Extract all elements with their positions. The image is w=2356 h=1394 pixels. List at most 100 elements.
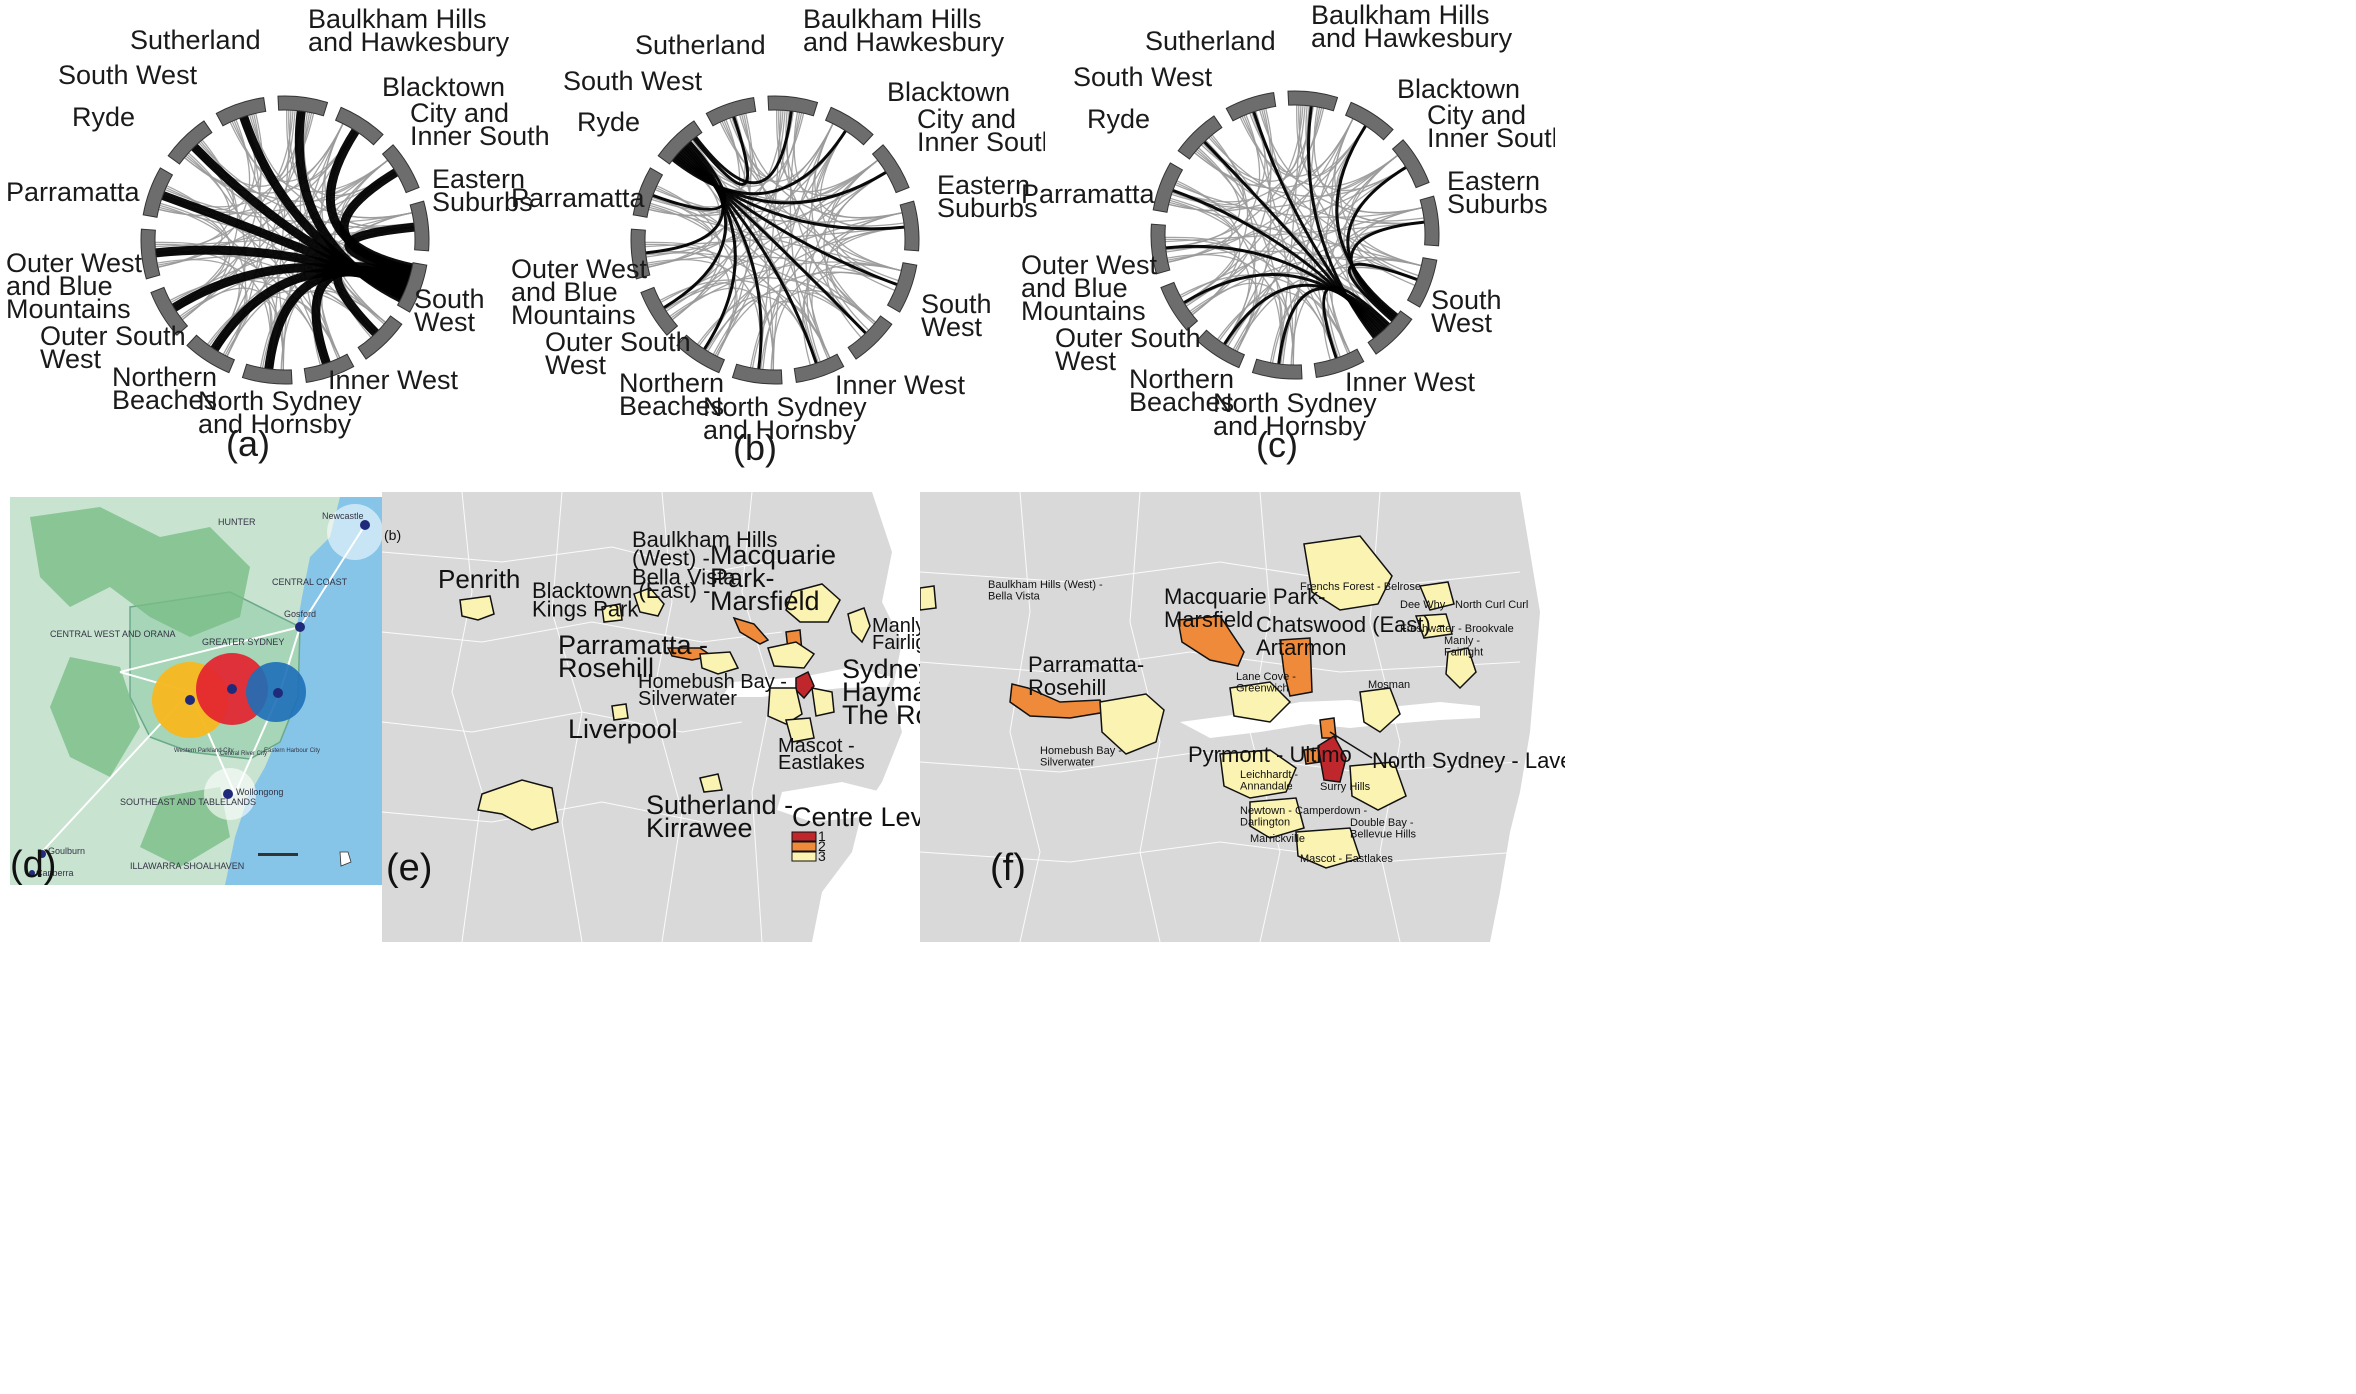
region-label-blacktown: Blacktown [1397,74,1520,104]
chord-b-ring [630,95,920,385]
vegetation [30,507,250,867]
area-lane-cove [767,641,816,669]
area-penrith [459,595,495,621]
chord-link [1190,256,1422,314]
area-blacktown [601,603,623,623]
chord-link [1282,154,1399,365]
ring-segment-south-west [767,95,819,117]
chord-link [1169,199,1294,365]
region-label-ryde: Ryde [72,102,135,132]
region-label-south-west: South West [1073,62,1213,92]
legend-swatch-2 [791,841,817,852]
place-label-freshwater-brookvale: Freshwater - Brookvale [1400,623,1514,635]
region-label-north-sydney-and-hornsby: North Sydney and Hornsby [703,392,867,445]
ring-segment-eastern-suburbs [357,315,403,360]
ring-segment-sutherland [334,106,384,146]
chord-link [1239,116,1354,177]
region-label-northern-beaches: Northern Beaches [1129,364,1234,417]
ring-segment-north-sydney-and-hornsby [186,334,236,374]
legend-swatch-1 [791,831,817,842]
ring-segment-baulkham-hills-and-hawkesbury [871,144,910,194]
area-f-inner-west [1219,749,1297,799]
map-e-areas [459,583,871,831]
chord-c-ring [1150,90,1440,380]
ring-segment-outer-south-west [630,228,651,280]
region-label-central-west: CENTRAL WEST AND ORANA [50,629,176,639]
region-label-hunter: HUNTER [218,517,256,527]
area-f-lane-cove [1229,681,1292,723]
region-label-outer-west-and-blue-mountains: Outer West and Blue Mountains [1021,250,1158,326]
chord-link [805,130,847,359]
area-f-baulkham-hills [920,585,937,611]
place-label-macquarie-park-marsfield: Macquarie Park-Marsfield [710,540,836,616]
chord-link [1175,182,1351,354]
area-f-frenchs-forest [1303,535,1393,611]
area-mascot [785,717,815,743]
ring-segment-ryde [215,97,267,127]
chord-link [786,110,867,334]
region-label-parramatta: Parramatta [6,177,141,207]
place-label-pyrmont-ultimo: Pyrmont - Ultimo [1188,742,1352,767]
place-label-mascot-eastlakes: Mascot -Eastlakes [778,735,865,774]
ring-segment-blacktown [1419,195,1440,247]
chord-link [1183,107,1323,304]
region-label-southeast: SOUTHEAST AND TABLELANDS [120,797,256,807]
ring-segment-outer-west-and-blue-mountains [632,167,664,218]
ring-segment-northern-beaches [150,286,189,336]
ring-segment-parramatta [657,120,703,165]
chord-link-highlight [1335,125,1399,317]
chord-link-highlight [671,130,847,196]
place-label-penrith: Penrith [438,564,520,594]
chord-link [649,204,774,370]
place-label-surry-hills: Surry Hills [1320,781,1371,793]
caption-f: (f) [990,847,1026,889]
region-label-sutherland: Sutherland [1145,26,1276,56]
ring-segment-parramatta [1177,115,1223,160]
chord-link [811,123,876,323]
chord-link [157,202,223,268]
chord-link [719,121,834,182]
chord-link-highlight [645,142,725,255]
region-label-outer-south-west: Outer South West [40,321,186,374]
chord-b-chords [645,110,905,370]
chord-link-highlight [1346,166,1407,319]
ring-segment-baulkham-hills-and-hawkesbury [381,144,420,194]
place-label-dee-why-north-curl-curl: Dee Why - North Curl Curl [1400,599,1528,611]
ring-segment-south-west [277,95,329,117]
place-label-parramatta-rosehill: Parramatta-Rosehill [1028,652,1144,700]
place-label-marrickville: Marrickville [1250,833,1305,845]
area-f-pyrmont [1303,747,1321,765]
chord-link [671,113,752,321]
map-f-boundaries [920,492,1521,942]
chord-a-chords [155,110,415,370]
region-label-sutherland: Sutherland [130,25,261,55]
region-label-northern-beaches: Northern Beaches [112,362,217,415]
region-label-south-west: South West [58,60,198,90]
ring-segment-sutherland [1344,101,1394,141]
ring-segment-south-west [1313,348,1365,378]
region-label-eastern-suburbs: Eastern Suburbs [432,164,533,217]
ring-segment-ryde [1225,92,1277,122]
region-label-ryde: Ryde [577,107,640,137]
place-label-leichhardt-annandale: Leichhardt -Annandale [1240,769,1298,793]
area-f-dee-why [1418,581,1455,611]
chord-link [659,279,831,359]
ring-segment-outer-south-west [1150,223,1171,275]
chord-c-labels: Sutherland Baulkham Hills and Hawkesbury Bl… [1021,0,1555,441]
newcastle-dot [360,520,370,530]
map-f-sea [1490,492,1565,942]
ring-segment-northern-beaches [1160,281,1199,331]
region-label-outer-south-west: Outer South West [545,327,691,380]
ring-segment-outer-south-west [140,228,161,280]
chord-link [1172,106,1314,203]
region-label-inner-west: Inner West [835,370,966,400]
chord-link [665,159,879,312]
region-label-central-coast: CENTRAL COAST [272,577,348,587]
region-label-inner-west: Inner West [1345,367,1476,397]
chord-link [1194,108,1273,186]
chord-link [157,119,251,268]
chord-link [1191,108,1272,316]
region-label-sutherland: Sutherland [635,30,766,60]
region-label-eastern-suburbs: Eastern Suburbs [1447,166,1548,219]
chord-link [741,114,831,359]
